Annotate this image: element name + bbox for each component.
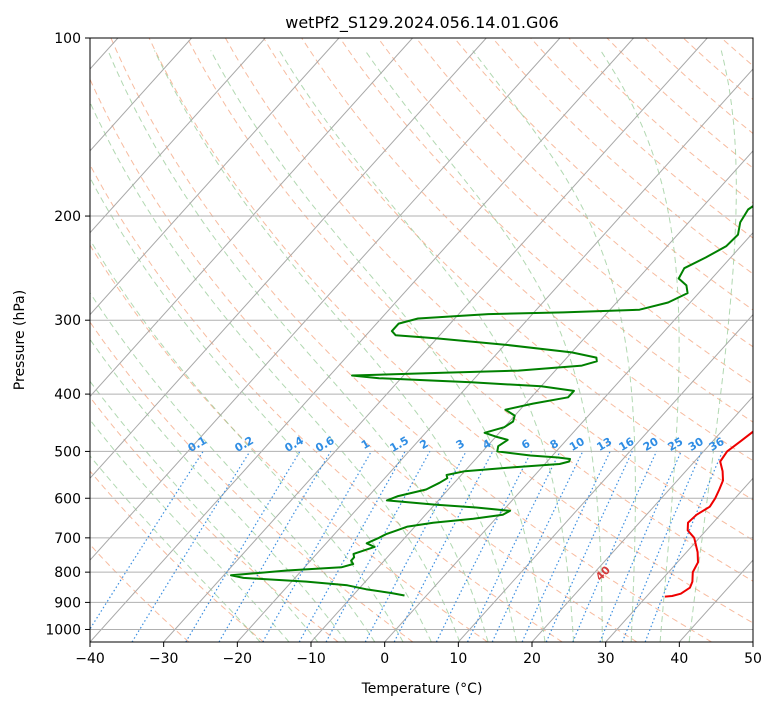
plot-background [90,38,753,642]
x-tick-label: 30 [597,651,615,667]
x-tick-label: 40 [670,651,688,667]
mixing-ratio-line [599,451,682,642]
x-tick-label: 0 [380,651,389,667]
dry-adiabat-line [90,543,190,642]
mixing-ratio-line [131,451,251,642]
moist-adiabat-line [90,338,347,642]
y-tick-label: 700 [54,531,81,547]
temperature-profile-line [664,430,753,598]
y-tick-label: 800 [54,565,81,581]
moist-adiabat-line [90,238,404,642]
sounding-profiles [230,204,753,598]
y-tick-label: 600 [54,491,81,507]
isotherm-line [90,38,487,480]
isotherm-line [90,38,192,152]
moist-adiabat-line [600,50,680,642]
mixing-ratio-line [621,451,703,642]
plot-frame [89,37,754,643]
moist-adiabat-line [278,50,575,642]
y-tick-label: 100 [54,31,81,47]
isotherm-line [163,38,708,642]
isotherm-line [90,38,340,316]
x-tick-label: −20 [223,651,253,667]
mixing-ratio-line [572,451,658,642]
isotherm-line [531,395,753,642]
x-tick-label: −40 [75,651,105,667]
isotherm-line [90,38,413,398]
isotherm-line [384,231,753,642]
background-lines [90,38,775,642]
x-tick-label: −30 [149,651,179,667]
x-axis-title: Temperature (°C) [361,681,483,697]
moist-adiabat-line [90,101,461,642]
dry-adiabat-line [90,163,563,642]
isotherm-line [90,38,634,642]
moist-adiabat-line [90,176,432,642]
x-tick-label: −10 [296,651,326,667]
dry-adiabat-line [90,244,488,642]
isotherm-line [90,38,266,234]
chart-title: wetPf2_S129.2024.056.14.01.G06 [285,13,559,33]
y-tick-label: 400 [54,387,81,403]
moist-adiabat-line [154,50,517,642]
dry-adiabat-line [110,38,712,642]
y-axis-title: Pressure (hPa) [12,290,28,390]
isotherm-line [752,641,753,642]
y-tick-label: 1000 [45,622,81,638]
mixing-ratio-line [90,451,204,631]
moist-adiabat-line [107,50,489,642]
mixing-ratio-line [545,451,633,642]
dry-adiabat-line [90,396,339,642]
dry-adiabat-line [760,38,775,642]
x-tick-label: 50 [744,651,762,667]
mixing-ratio-line [325,451,431,642]
y-tick-label: 200 [54,209,81,225]
x-tick-label: 20 [523,651,541,667]
moist-adiabat-line [364,50,603,642]
dewpoint-profile-line [230,204,753,597]
moist-adiabat-line [472,50,636,642]
dry-adiabat-line [453,38,753,311]
isotherm-line [457,313,753,642]
isotherm-line [90,38,561,561]
mixing-ratio-line [262,451,372,642]
moist-adiabat-line [90,380,319,642]
axes: −40 −30 −20 −10 0 10 20 30 40 50 100 200 300 400 500 60… [45,31,762,667]
isotherm-line [236,68,753,642]
moist-adiabat-line [90,291,376,642]
y-tick-label: 900 [54,595,81,611]
x-tick-label: 10 [449,651,467,667]
isotherm-line [605,477,753,642]
mixing-ratio-line [298,451,406,642]
dry-adiabat-line [415,38,753,348]
moist-adiabat-line [210,50,546,642]
y-tick-label: 300 [54,313,81,329]
dry-adiabat-line [148,38,753,624]
dry-adiabat-line [90,470,264,642]
isotherm-line [310,150,753,642]
moist-adiabat-line [688,50,737,642]
y-tick-label: 500 [54,444,81,460]
mixing-ratio-line [435,451,533,642]
mixing-ratio-line [644,451,723,642]
